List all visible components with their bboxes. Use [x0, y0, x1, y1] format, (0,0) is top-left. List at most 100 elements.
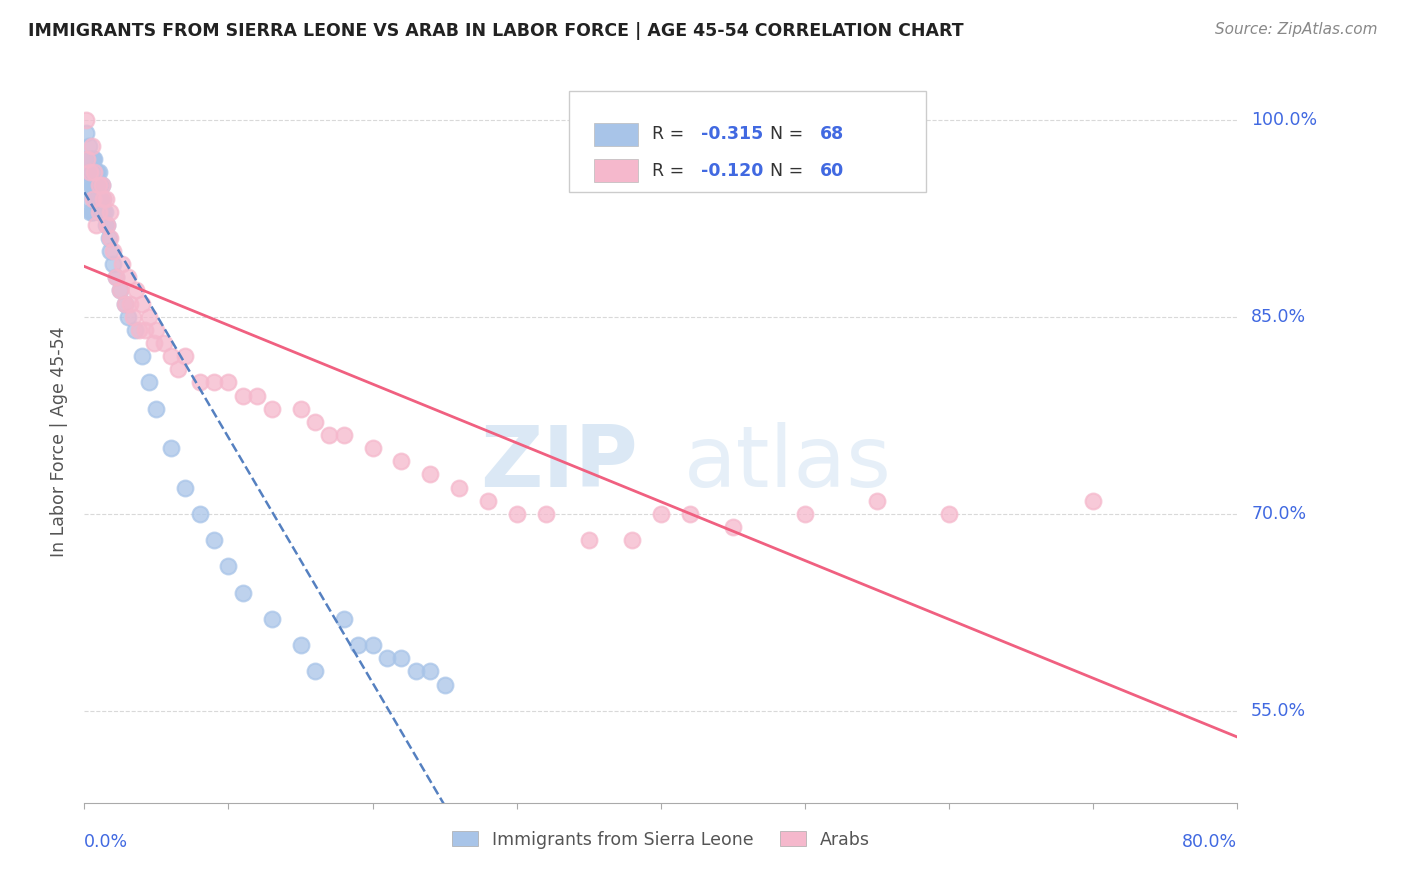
Point — [202, 533, 225, 547]
Point — [232, 585, 254, 599]
Point — [76, 152, 98, 166]
Text: 80.0%: 80.0% — [1182, 833, 1237, 851]
Point — [405, 665, 427, 679]
Point — [721, 520, 744, 534]
Point — [117, 310, 139, 324]
Point — [114, 296, 136, 310]
Text: Source: ZipAtlas.com: Source: ZipAtlas.com — [1215, 22, 1378, 37]
Point — [138, 376, 160, 390]
Point — [621, 533, 644, 547]
Point — [375, 651, 398, 665]
Point — [83, 192, 105, 206]
Point — [391, 454, 413, 468]
Text: 70.0%: 70.0% — [1251, 505, 1306, 523]
Point — [87, 192, 110, 206]
Point — [110, 284, 132, 298]
Text: -0.315: -0.315 — [702, 126, 763, 144]
Text: N =: N = — [770, 126, 808, 144]
Point — [103, 257, 124, 271]
Point — [84, 178, 107, 193]
Point — [90, 178, 112, 193]
Point — [449, 481, 471, 495]
Point — [391, 651, 413, 665]
Point — [82, 204, 104, 219]
Point — [202, 376, 225, 390]
Point — [79, 178, 101, 193]
Point — [84, 192, 107, 206]
Point — [86, 178, 108, 193]
Point — [304, 665, 326, 679]
Point — [117, 270, 139, 285]
Text: 68: 68 — [820, 126, 844, 144]
Point — [131, 296, 153, 310]
FancyBboxPatch shape — [593, 123, 638, 146]
Point — [98, 244, 121, 258]
Text: -0.120: -0.120 — [702, 161, 763, 179]
Point — [433, 677, 456, 691]
Point — [160, 441, 183, 455]
Text: 85.0%: 85.0% — [1251, 308, 1306, 326]
Point — [188, 376, 211, 390]
Point — [97, 231, 120, 245]
Point — [77, 165, 100, 179]
Text: 100.0%: 100.0% — [1251, 111, 1317, 128]
Point — [75, 126, 97, 140]
Point — [120, 296, 142, 310]
Point — [866, 493, 889, 508]
Point — [84, 218, 107, 232]
Text: R =: R = — [651, 161, 689, 179]
Point — [96, 218, 118, 232]
Point — [145, 401, 167, 416]
Point — [87, 204, 110, 219]
Point — [333, 612, 356, 626]
Point — [131, 349, 153, 363]
Point — [152, 336, 174, 351]
Point — [318, 428, 340, 442]
Point — [86, 165, 108, 179]
Point — [83, 165, 105, 179]
FancyBboxPatch shape — [593, 159, 638, 182]
Point — [167, 362, 190, 376]
Point — [76, 165, 98, 179]
Point — [128, 323, 150, 337]
Point — [86, 192, 108, 206]
Point — [260, 612, 283, 626]
Point — [114, 296, 136, 310]
Point — [87, 204, 110, 219]
Point — [80, 139, 103, 153]
Point — [93, 204, 115, 219]
Point — [145, 323, 167, 337]
Point — [290, 638, 312, 652]
Point — [938, 507, 960, 521]
Y-axis label: In Labor Force | Age 45-54: In Labor Force | Age 45-54 — [51, 326, 69, 557]
Point — [188, 507, 211, 521]
Point — [83, 178, 105, 193]
Text: 60: 60 — [820, 161, 844, 179]
Text: 0.0%: 0.0% — [84, 833, 128, 851]
Point — [578, 533, 600, 547]
Point — [87, 178, 110, 193]
Point — [506, 507, 529, 521]
Point — [304, 415, 326, 429]
Point — [361, 441, 384, 455]
Point — [98, 231, 121, 245]
Point — [794, 507, 817, 521]
Point — [80, 178, 103, 193]
Point — [650, 507, 672, 521]
Text: R =: R = — [651, 126, 689, 144]
Point — [111, 257, 134, 271]
Point — [419, 467, 441, 482]
Point — [96, 218, 118, 232]
Point — [160, 349, 183, 363]
Point — [1083, 493, 1105, 508]
Point — [80, 152, 103, 166]
Point — [534, 507, 557, 521]
Point — [90, 178, 112, 193]
Point — [260, 401, 283, 416]
Point — [218, 559, 240, 574]
Point — [103, 244, 124, 258]
Point — [91, 192, 114, 206]
Point — [75, 112, 97, 127]
Point — [89, 192, 111, 206]
Point — [83, 165, 105, 179]
